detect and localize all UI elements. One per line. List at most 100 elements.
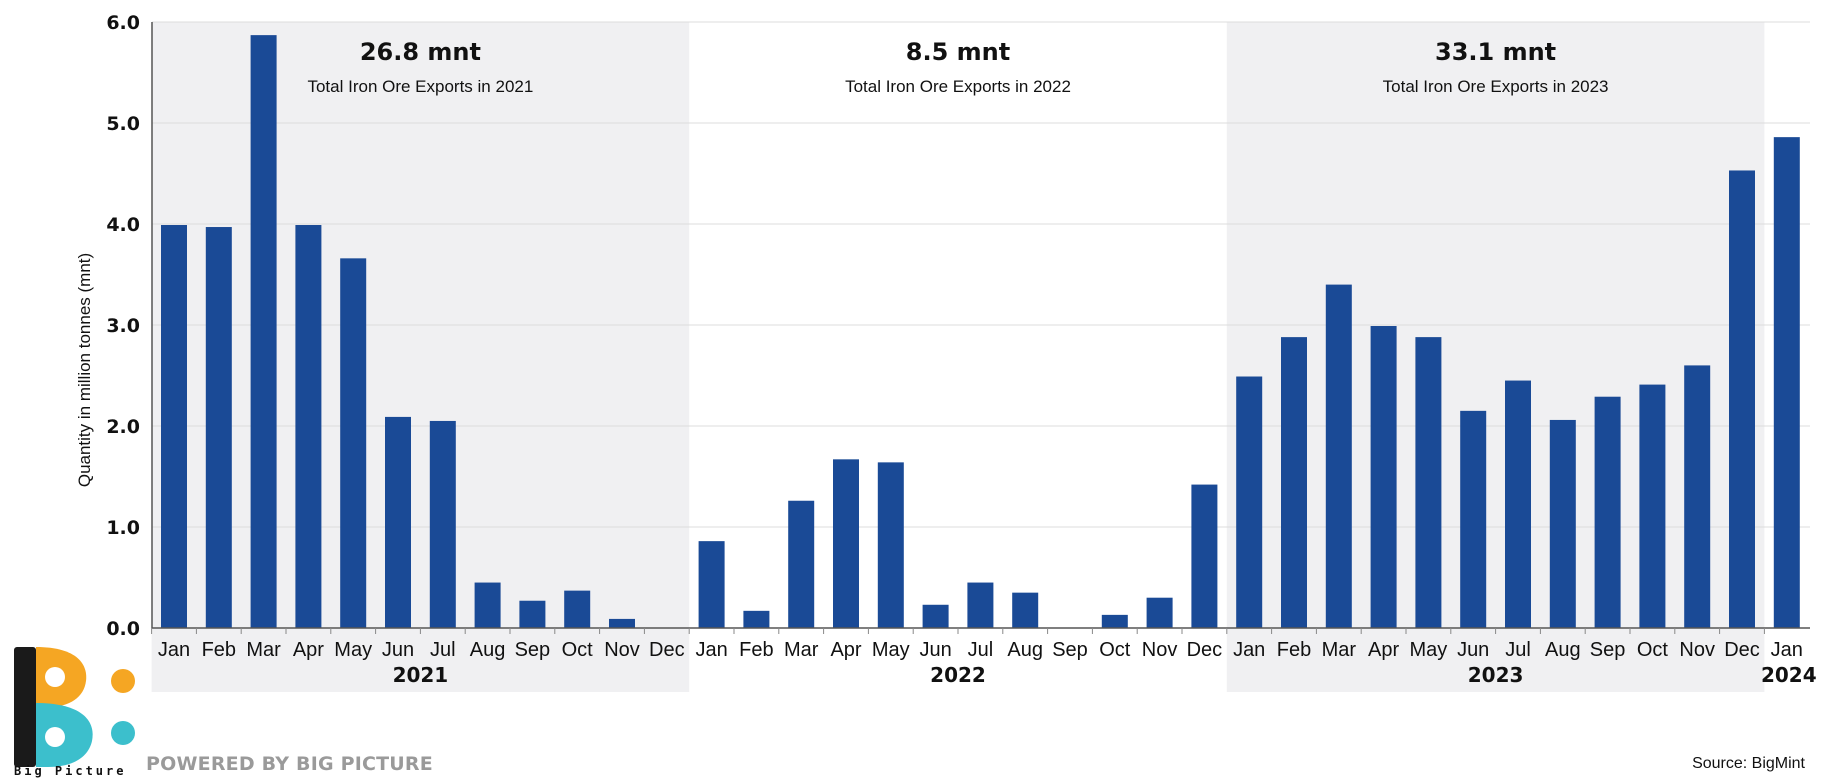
bar <box>1729 170 1755 628</box>
x-tick-label: Jul <box>968 639 994 661</box>
x-tick-label: Jan <box>695 639 727 661</box>
x-tick-label: Nov <box>604 639 640 661</box>
bar <box>205 227 232 628</box>
bar <box>564 590 591 628</box>
year-total: 33.1 mnt <box>1435 38 1556 66</box>
bar <box>1101 614 1128 628</box>
year-shading <box>151 22 1765 692</box>
year-total: 8.5 mnt <box>906 38 1010 66</box>
x-tick-label: Oct <box>1099 639 1131 661</box>
bar <box>833 459 859 628</box>
year-band-2023 <box>1226 22 1765 692</box>
year-total-subtitle: Total Iron Ore Exports in 2022 <box>845 77 1071 96</box>
y-tick-label: 5.0 <box>106 113 140 135</box>
x-tick-label: Sep <box>1590 639 1626 661</box>
y-tick-label: 6.0 <box>106 12 140 34</box>
year-total-subtitle: Total Iron Ore Exports in 2021 <box>307 77 533 96</box>
bar <box>1773 137 1800 628</box>
year-annotations: 2021 26.8 mnt Total Iron Ore Exports in 20… <box>307 38 1816 687</box>
bar <box>609 618 635 628</box>
bar <box>1236 376 1263 628</box>
bar <box>250 35 277 628</box>
logo-wordmark: Big Picture <box>14 764 127 778</box>
logo-dot-orange <box>111 669 135 693</box>
y-tick-label: 0.0 <box>106 618 140 640</box>
bar <box>1191 484 1218 628</box>
x-tick-label: Mar <box>1322 639 1357 661</box>
bar <box>1325 284 1352 628</box>
x-tick-label: Apr <box>1368 639 1399 661</box>
year-label: 2022 <box>930 663 986 687</box>
x-tick-label: Dec <box>1724 639 1760 661</box>
x-tick-label: Aug <box>1545 639 1581 661</box>
y-axis: 0.0 1.0 2.0 3.0 4.0 5.0 6.0 <box>106 12 153 640</box>
bar <box>743 610 770 628</box>
powered-by-text: POWERED BY BIG PICTURE <box>146 753 433 775</box>
x-tick-label: Jan <box>1233 639 1265 661</box>
x-tick-label: Jul <box>430 639 456 661</box>
source-text: Source: BigMint <box>1692 755 1805 772</box>
y-tick-label: 3.0 <box>106 315 140 337</box>
x-tick-label: Dec <box>1187 639 1223 661</box>
bar <box>295 225 322 628</box>
bar <box>1639 384 1666 628</box>
bar <box>1012 592 1039 628</box>
bar <box>340 258 367 628</box>
bar <box>429 420 456 628</box>
bar <box>1146 597 1173 628</box>
x-tick-label: Nov <box>1142 639 1178 661</box>
bar <box>1415 337 1442 628</box>
bar <box>1460 410 1487 628</box>
bar <box>922 604 949 628</box>
bar <box>385 416 411 628</box>
x-tick-label: Mar <box>246 639 281 661</box>
x-tick-label: May <box>1410 639 1448 661</box>
bar <box>1281 337 1307 628</box>
bar <box>519 600 546 628</box>
x-tick-label: Feb <box>1277 639 1311 661</box>
y-tick-label: 4.0 <box>106 214 140 236</box>
year-label: 2024 <box>1761 663 1817 687</box>
bar <box>1505 380 1531 628</box>
x-tick-label: May <box>872 639 910 661</box>
x-tick-label: Jun <box>382 639 414 661</box>
x-axis: Jan Feb Mar Apr May Jun Jul Aug Sep Oct Nov Dec Jan F… <box>151 627 1810 661</box>
bar <box>698 541 725 628</box>
bar <box>1370 326 1397 628</box>
y-tick-label: 2.0 <box>106 416 140 438</box>
bar <box>474 582 501 628</box>
x-tick-label: Aug <box>1007 639 1043 661</box>
x-tick-label: Aug <box>470 639 506 661</box>
x-tick-label: Apr <box>293 639 324 661</box>
year-total: 26.8 mnt <box>360 38 481 66</box>
x-tick-label: Oct <box>562 639 594 661</box>
year-label: 2023 <box>1468 663 1524 687</box>
logo-hole-bottom <box>45 727 65 747</box>
year-total-subtitle: Total Iron Ore Exports in 2023 <box>1383 77 1609 96</box>
x-tick-label: Jan <box>158 639 190 661</box>
bar <box>161 225 187 628</box>
year-band-2021 <box>151 22 690 692</box>
bar <box>1684 365 1711 628</box>
logo-hole-top <box>45 667 65 687</box>
bar <box>788 500 815 628</box>
x-tick-label: Jul <box>1505 639 1531 661</box>
x-tick-label: Mar <box>784 639 819 661</box>
year-label: 2021 <box>393 663 449 687</box>
x-tick-label: Feb <box>202 639 236 661</box>
big-picture-logo <box>14 647 135 767</box>
x-tick-label: Oct <box>1637 639 1669 661</box>
x-tick-label: Dec <box>649 639 685 661</box>
logo-bar <box>14 647 36 767</box>
bar <box>877 462 904 628</box>
x-tick-label: Jun <box>919 639 951 661</box>
x-tick-label: May <box>334 639 372 661</box>
x-tick-label: Jan <box>1771 639 1803 661</box>
x-tick-label: Jun <box>1457 639 1489 661</box>
x-tick-label: Sep <box>1052 639 1088 661</box>
y-axis-label: Quantity in million tonnes (mnt) <box>75 253 94 487</box>
x-tick-label: Nov <box>1679 639 1715 661</box>
bar <box>967 582 994 628</box>
logo-dot-teal <box>111 721 135 745</box>
